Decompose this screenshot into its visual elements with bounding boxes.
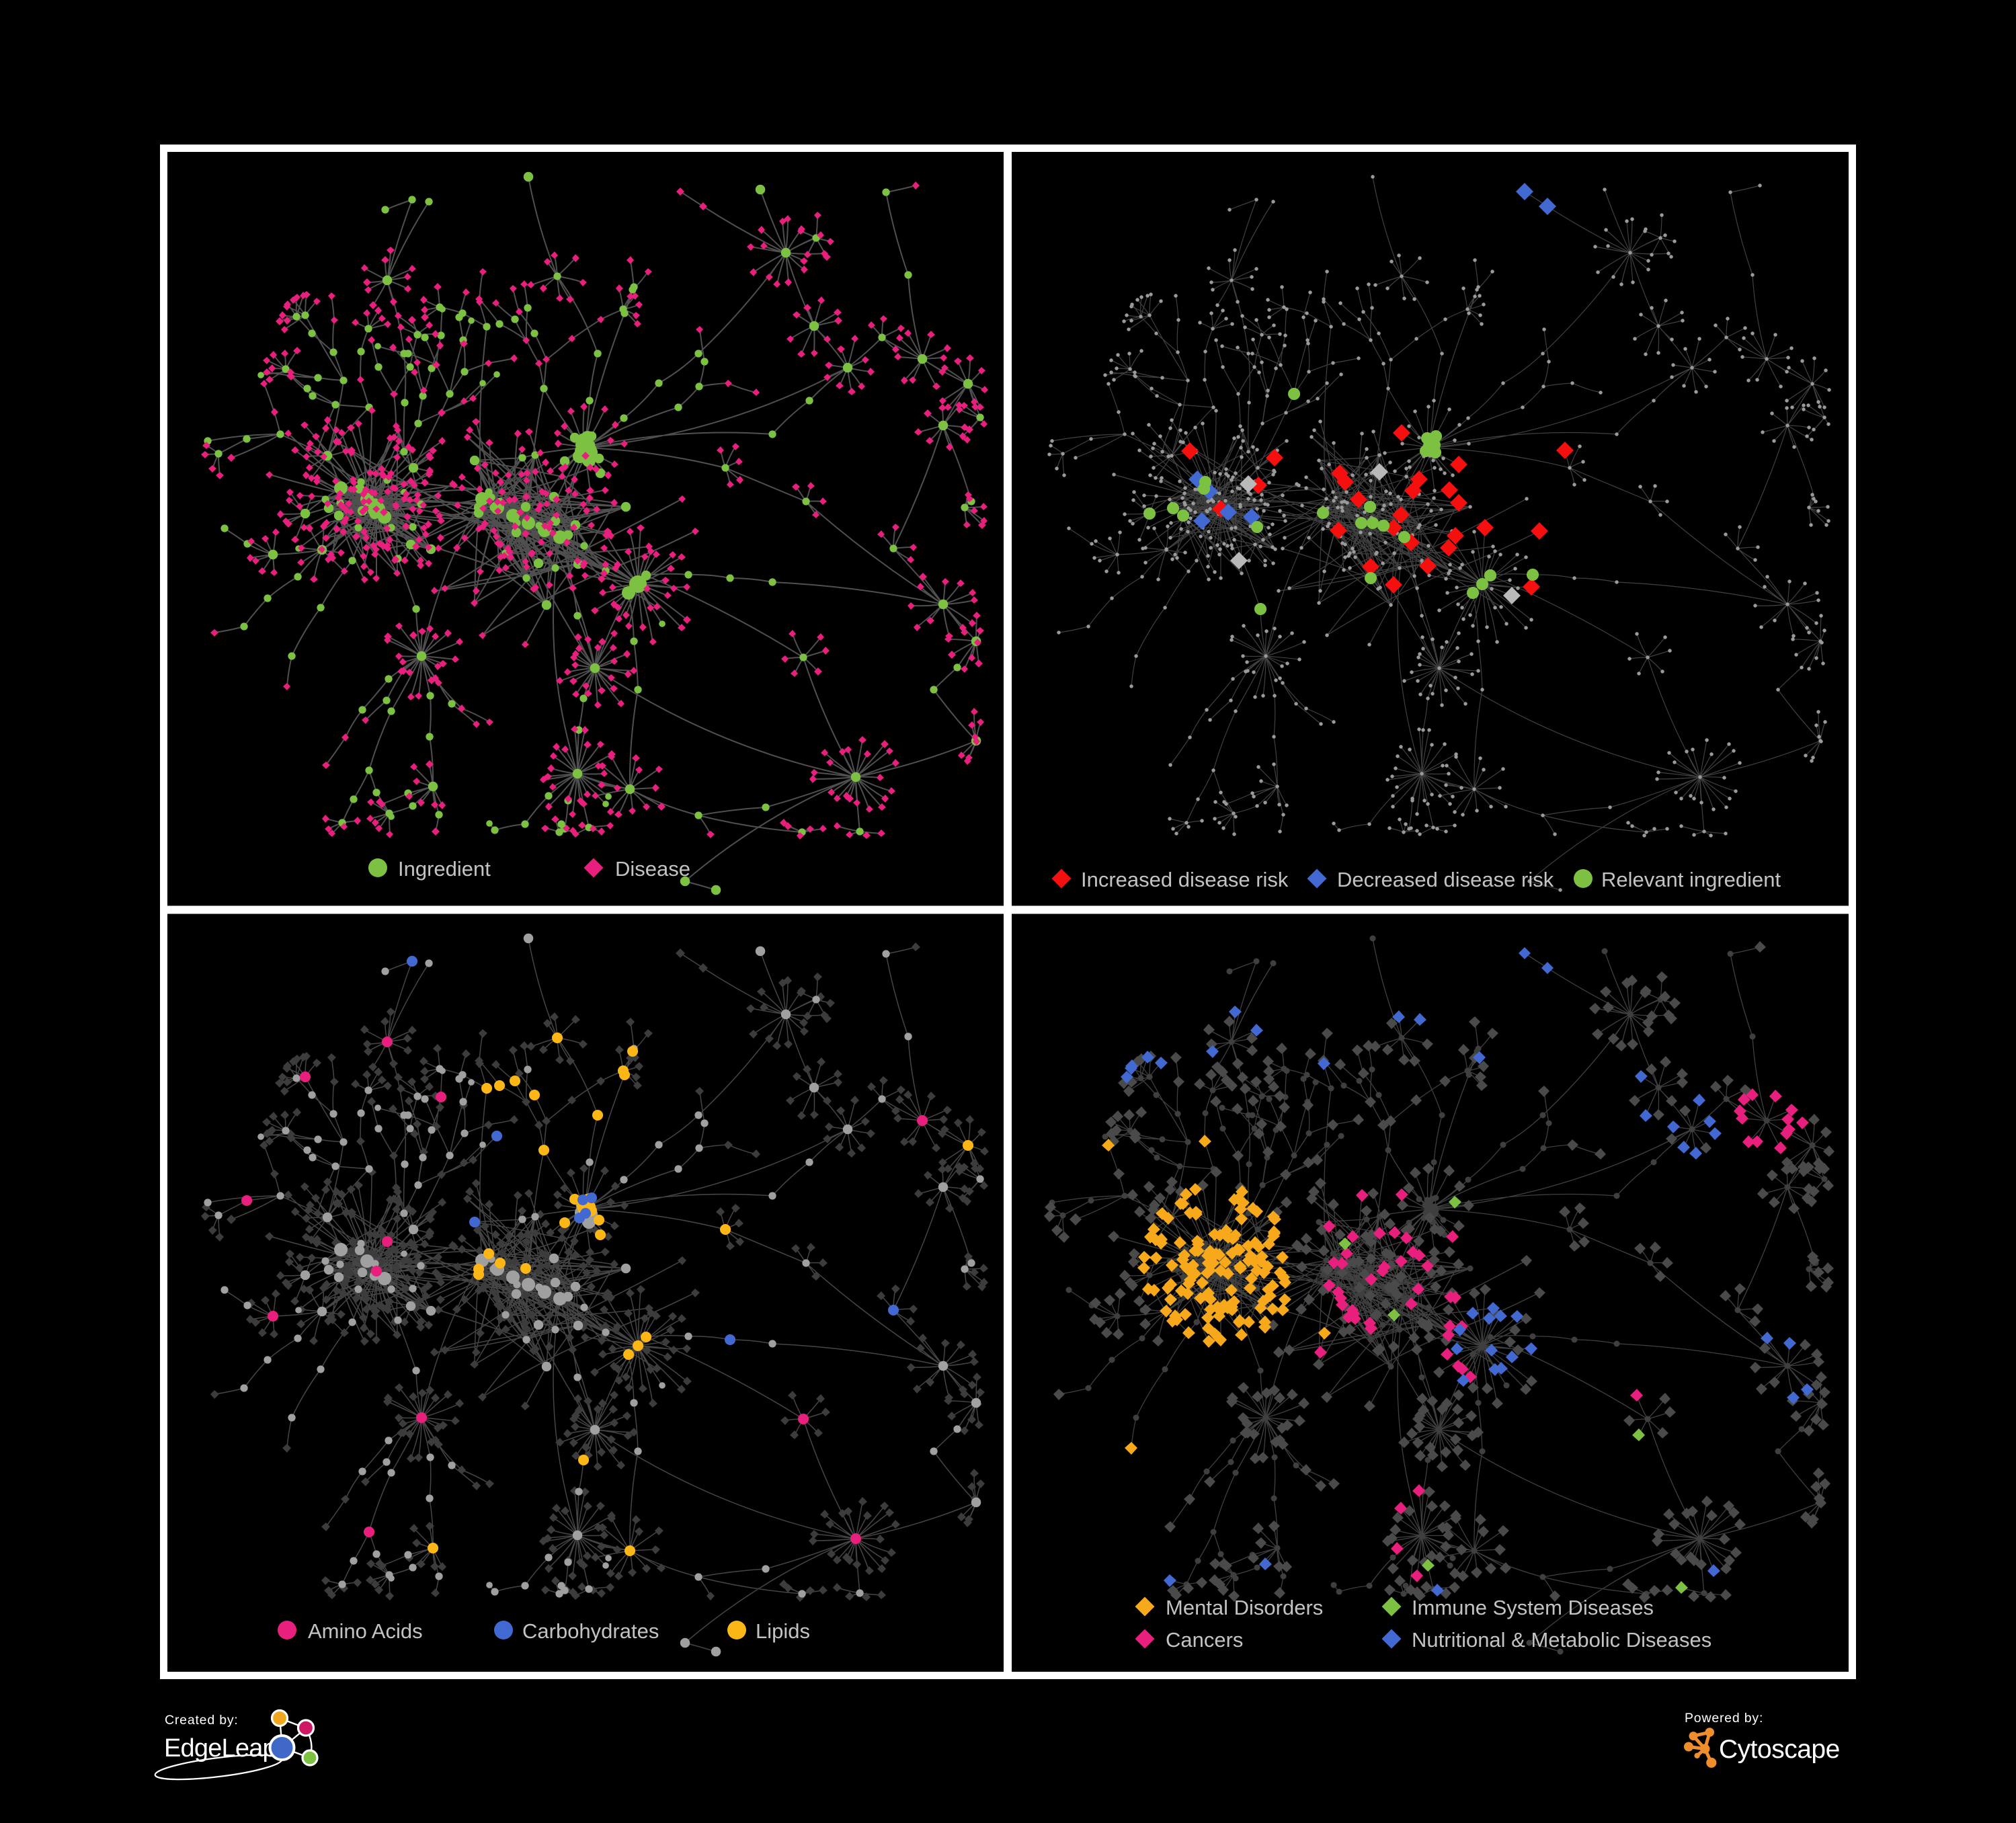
svg-text:Mental Disorders: Mental Disorders [1166,1596,1323,1619]
svg-text:Lipids: Lipids [756,1619,810,1643]
svg-text:Disease: Disease [615,857,690,881]
svg-text:Cytoscape: Cytoscape [1719,1735,1840,1764]
svg-text:Created by:: Created by: [165,1713,239,1728]
svg-text:Decreased disease risk: Decreased disease risk [1337,868,1554,891]
svg-text:Powered by:: Powered by: [1685,1711,1763,1726]
svg-text:Increased disease risk: Increased disease risk [1081,868,1289,891]
svg-text:Immune System Diseases: Immune System Diseases [1412,1596,1654,1619]
svg-text:Ingredient: Ingredient [398,857,491,881]
svg-text:Nutritional & Metabolic Diseas: Nutritional & Metabolic Diseases [1412,1628,1711,1652]
svg-text:Cancers: Cancers [1166,1628,1243,1652]
svg-text:EdgeLeap: EdgeLeap [164,1734,276,1763]
svg-text:Relevant ingredient: Relevant ingredient [1601,868,1781,891]
svg-text:Amino Acids: Amino Acids [308,1619,423,1643]
svg-text:Carbohydrates: Carbohydrates [522,1619,659,1643]
